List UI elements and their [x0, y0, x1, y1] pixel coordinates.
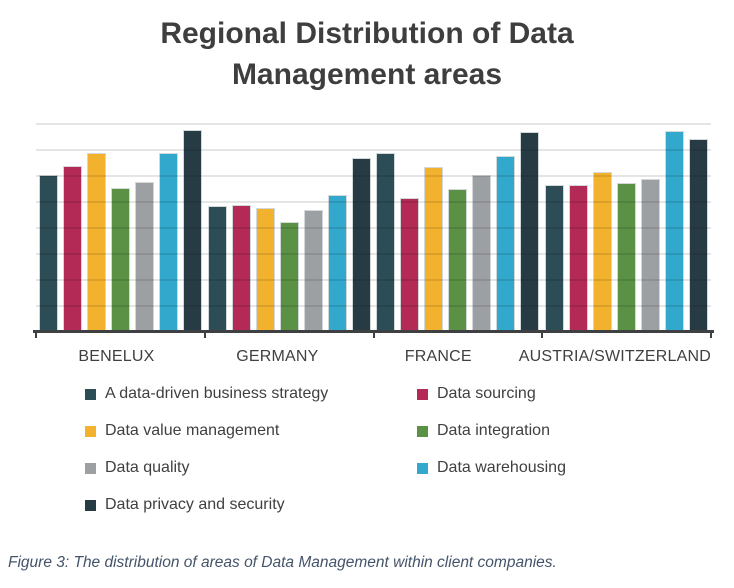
chart-title-line-1: Regional Distribution of Data [160, 17, 574, 50]
bar [400, 198, 420, 331]
legend-swatch-icon [417, 462, 428, 474]
bar [38, 175, 58, 331]
bar [448, 189, 468, 331]
legend-item: Data quality [85, 459, 417, 477]
legend-label: Data privacy and security [105, 496, 285, 513]
category-label: FRANCE [404, 348, 472, 365]
bar [376, 152, 396, 331]
bar [255, 207, 275, 331]
legend-label: Data value management [105, 422, 280, 439]
bar [110, 188, 130, 331]
bar [424, 167, 444, 331]
bar [545, 185, 565, 331]
legend: A data-driven business strategy Data sour… [85, 385, 665, 514]
legend-label: Data integration [437, 422, 550, 439]
category-label: GERMANY [236, 348, 319, 365]
legend-swatch-icon [417, 388, 428, 400]
bar [351, 158, 371, 331]
legend-item: Data sourcing [417, 385, 665, 403]
chart-title-line-2: Management areas [231, 58, 503, 91]
legend-swatch-icon [85, 388, 96, 400]
legend-item: Data integration [417, 422, 665, 440]
bar [472, 175, 492, 331]
bar [279, 221, 299, 331]
legend-label: A data-driven business strategy [105, 385, 329, 402]
legend-swatch-icon [417, 425, 428, 437]
bar [158, 152, 178, 331]
bar [182, 129, 202, 331]
category-labels: BENELUX GERMANY FRANCE AUSTRIA/SWITZERLAND [36, 348, 711, 366]
bar [593, 172, 613, 331]
legend-item: Data privacy and security [85, 496, 417, 514]
x-axis-tick [541, 330, 544, 338]
bar [303, 210, 323, 331]
category-group [205, 123, 374, 331]
legend-swatch-icon [85, 425, 96, 437]
x-axis-tick [35, 330, 37, 338]
category-group [542, 123, 711, 331]
x-axis-tick [710, 330, 712, 338]
category-label: AUSTRIA/SWITZERLAND [518, 348, 711, 365]
legend-label: Data sourcing [437, 385, 536, 402]
x-axis [33, 330, 714, 338]
legend-swatch-icon [85, 462, 96, 474]
legend-label: Data quality [105, 459, 190, 476]
bar [496, 155, 516, 331]
plot-area [36, 123, 711, 331]
legend-item: A data-driven business strategy [85, 385, 417, 403]
bar [207, 206, 227, 331]
category-group [36, 123, 205, 331]
legend-label: Data warehousing [437, 459, 566, 476]
bar [569, 185, 589, 331]
bar [665, 130, 685, 331]
bar [617, 182, 637, 331]
bar [520, 132, 540, 331]
category-label: BENELUX [78, 348, 155, 365]
bar [327, 194, 347, 331]
legend-item: Data value management [85, 422, 417, 440]
chart-title: Regional Distribution of Data Management… [0, 13, 734, 95]
bar [689, 138, 709, 331]
bar [62, 165, 82, 331]
bar [86, 152, 106, 331]
x-axis-tick [372, 330, 375, 338]
figure-caption: Figure 3: The distribution of areas of D… [8, 554, 557, 571]
bar-groups [36, 123, 711, 331]
bar [641, 178, 661, 331]
legend-swatch-icon [85, 499, 96, 511]
legend-item: Data warehousing [417, 459, 665, 477]
x-axis-tick [203, 330, 206, 338]
category-group [374, 123, 543, 331]
bar [134, 181, 154, 331]
bar [231, 204, 251, 331]
